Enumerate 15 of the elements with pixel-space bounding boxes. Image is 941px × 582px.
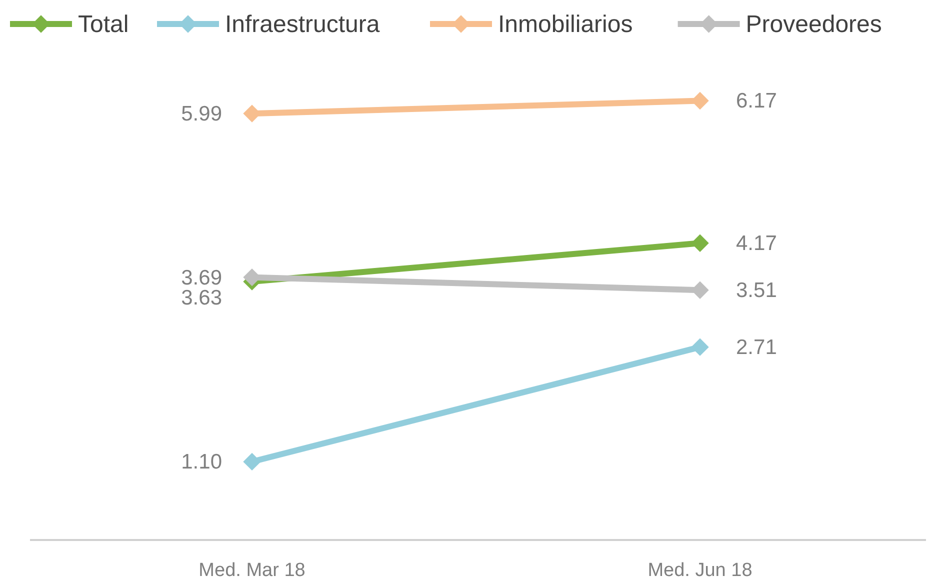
- data-label: 3.51: [736, 279, 777, 302]
- point: [243, 452, 261, 471]
- data-label: 5.99: [181, 102, 222, 126]
- legend-label: Proveedores: [746, 11, 882, 38]
- point: [691, 338, 709, 356]
- data-label: 1.10: [181, 450, 222, 474]
- point: [691, 234, 709, 252]
- x-tick-label: Med. Jun 18: [648, 560, 752, 581]
- legend-label: Infraestructura: [225, 11, 380, 38]
- legend-label: Total: [78, 11, 129, 38]
- data-label: 2.71: [736, 336, 777, 360]
- data-label: 4.17: [736, 232, 777, 256]
- x-tick-label: Med. Mar 18: [198, 560, 306, 581]
- legend-label: Inmobiliarios: [498, 11, 633, 38]
- data-label: 6.17: [736, 90, 777, 113]
